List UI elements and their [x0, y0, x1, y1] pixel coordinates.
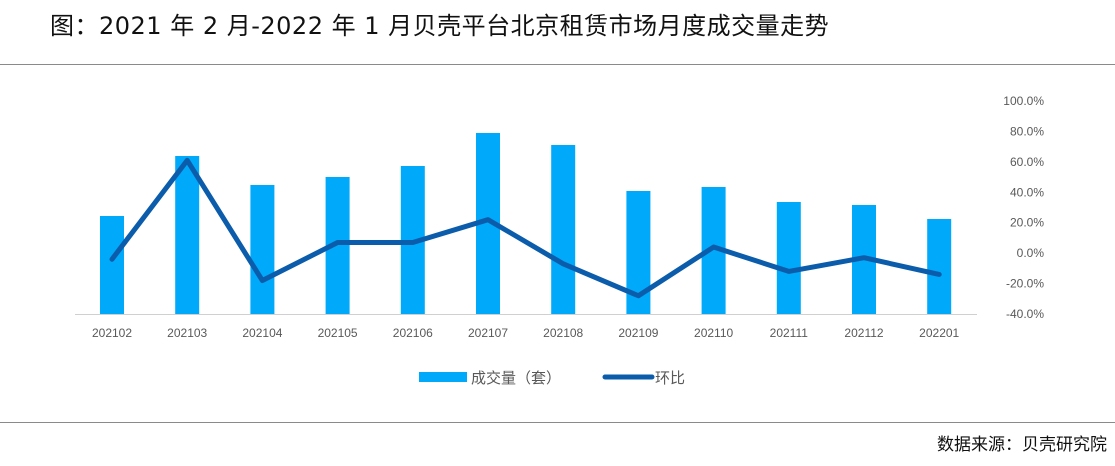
right-axis-tick-label: 100.0%	[1003, 94, 1044, 108]
x-tick-label: 202108	[543, 326, 583, 340]
bar	[927, 219, 952, 314]
legend-bar-swatch	[419, 372, 467, 382]
right-axis-tick-label: 20.0%	[1010, 216, 1044, 230]
right-axis-tick-label: 80.0%	[1010, 124, 1044, 138]
right-axis-tick-label: -20.0%	[1006, 277, 1044, 291]
legend-label-huanbi: 环比	[655, 369, 685, 387]
x-tick-label: 202107	[468, 326, 508, 340]
right-axis-tick-label: 40.0%	[1010, 185, 1044, 199]
line-series-huanbi	[109, 157, 942, 299]
x-tick-label: 202104	[242, 326, 282, 340]
right-axis-tick-label: 0.0%	[1017, 246, 1045, 260]
x-tick-label: 202109	[618, 326, 658, 340]
bar	[250, 185, 275, 314]
x-tick-label: 202102	[92, 326, 132, 340]
x-tick-label: 202103	[167, 326, 207, 340]
source-note: 数据来源：贝壳研究院	[937, 435, 1107, 455]
x-tick-label: 202201	[919, 326, 959, 340]
page-title: 图：2021 年 2 月-2022 年 1 月贝壳平台北京租赁市场月度成交量走势	[50, 12, 830, 40]
x-tick-label: 202106	[393, 326, 433, 340]
right-axis-tick-label: -40.0%	[1006, 307, 1044, 321]
right-axis-tick-label: 60.0%	[1010, 155, 1044, 169]
bar	[551, 145, 576, 314]
top-divider	[0, 64, 1115, 65]
bar	[776, 202, 801, 314]
x-tick-label: 202111	[770, 326, 809, 340]
x-tick-label: 202110	[694, 326, 733, 340]
x-tick-label: 202105	[318, 326, 358, 340]
bar	[100, 216, 124, 314]
bar	[175, 156, 200, 314]
legend-label-volume: 成交量（套）	[471, 369, 561, 387]
x-tick-label: 202112	[844, 326, 883, 340]
bottom-divider	[0, 422, 1115, 423]
